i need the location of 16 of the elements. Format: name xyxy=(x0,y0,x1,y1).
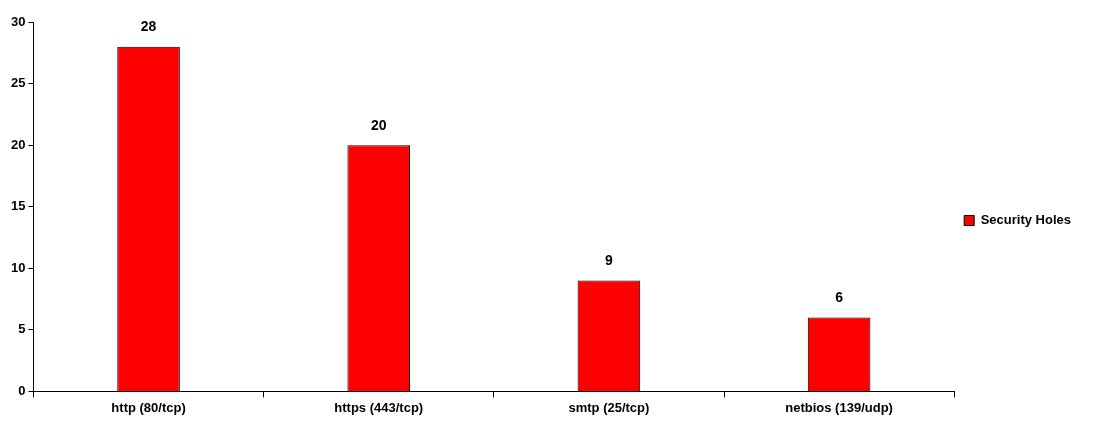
data-label: 6 xyxy=(835,289,844,306)
data-label: 20 xyxy=(370,116,387,133)
data-label: 9 xyxy=(605,252,614,269)
x-tick-label: http (80/tcp) xyxy=(111,399,186,415)
y-tick-label: 30 xyxy=(10,13,26,29)
y-tick-label: 20 xyxy=(10,136,26,152)
x-tick-label: smtp (25/tcp) xyxy=(568,399,650,415)
y-tick-label: 0 xyxy=(18,382,26,398)
y-tick-label: 10 xyxy=(10,259,26,275)
data-label: 28 xyxy=(140,18,157,35)
y-tick-label: 5 xyxy=(18,321,26,337)
x-tick-label: https (443/tcp) xyxy=(334,399,424,415)
x-tick-label: netbios (139/udp) xyxy=(785,399,893,415)
legend-label: Security Holes xyxy=(980,212,1072,228)
y-tick-label: 25 xyxy=(10,75,26,91)
y-tick-label: 15 xyxy=(10,198,26,214)
